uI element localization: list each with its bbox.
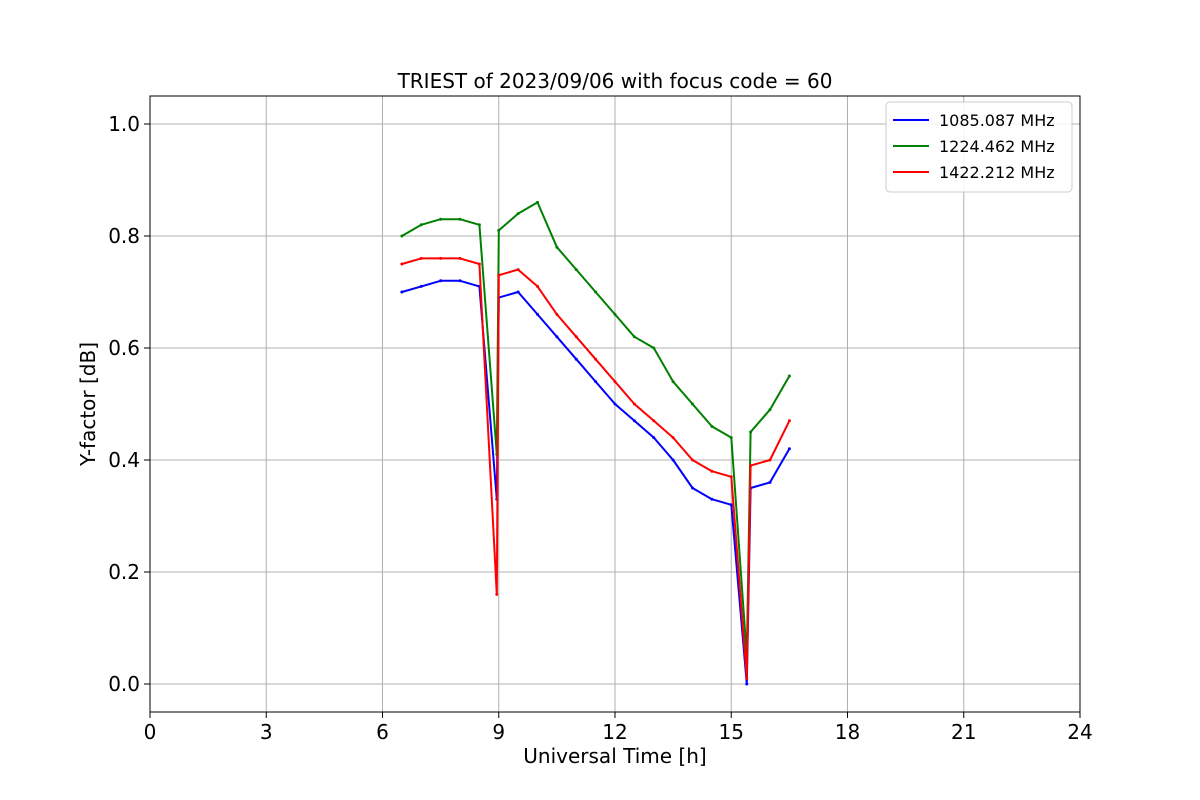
series-layer — [400, 200, 791, 686]
data-point — [691, 458, 694, 462]
data-point — [671, 436, 675, 440]
data-point — [613, 380, 617, 384]
data-point — [787, 447, 791, 451]
data-point — [458, 217, 462, 221]
data-point — [652, 346, 656, 350]
legend-label: 1085.087 MHz — [939, 111, 1055, 130]
data-point — [574, 335, 578, 339]
data-point — [768, 480, 772, 484]
x-tick-label: 18 — [835, 720, 860, 744]
data-point — [710, 497, 714, 501]
data-point — [574, 268, 578, 272]
data-point — [745, 676, 749, 680]
data-point — [516, 212, 520, 216]
data-point — [419, 284, 423, 288]
data-point — [729, 436, 733, 440]
data-point — [749, 430, 753, 434]
data-point — [555, 335, 559, 339]
x-tick-label: 12 — [602, 720, 627, 744]
data-point — [458, 256, 462, 260]
x-tick-label: 24 — [1067, 720, 1092, 744]
x-tick-label: 3 — [260, 720, 273, 744]
data-point — [516, 268, 520, 272]
data-point — [787, 419, 791, 423]
data-point — [749, 464, 753, 468]
y-axis-label: Y-factor [dB] — [76, 342, 100, 467]
data-point — [594, 357, 598, 361]
data-point — [710, 469, 714, 473]
data-point — [768, 408, 772, 412]
data-point — [632, 419, 636, 423]
data-point — [536, 284, 539, 288]
y-tick-label: 0.0 — [108, 672, 140, 696]
data-point — [594, 380, 598, 384]
x-tick-label: 0 — [144, 720, 157, 744]
data-point — [613, 402, 617, 406]
x-axis-label: Universal Time [h] — [523, 744, 706, 768]
data-point — [419, 256, 423, 260]
data-point — [768, 458, 772, 462]
data-point — [652, 436, 656, 440]
data-point — [691, 402, 694, 406]
data-point — [613, 312, 617, 316]
data-point — [400, 290, 404, 294]
data-point — [400, 234, 404, 238]
data-point — [536, 200, 539, 204]
y-tick-label: 0.8 — [108, 224, 140, 248]
data-point — [787, 374, 791, 378]
data-point — [497, 273, 501, 277]
x-tick-label: 21 — [951, 720, 976, 744]
data-point — [710, 424, 714, 428]
data-point — [671, 458, 675, 462]
data-point — [632, 335, 636, 339]
data-point — [729, 475, 733, 479]
data-point — [400, 262, 404, 266]
data-point — [439, 256, 443, 260]
y-tick-label: 1.0 — [108, 112, 140, 136]
data-point — [555, 245, 559, 249]
data-point — [477, 262, 481, 266]
data-point — [497, 228, 501, 232]
y-tick-label: 0.4 — [108, 448, 140, 472]
x-tick-label: 6 — [376, 720, 389, 744]
x-tick-label: 9 — [492, 720, 505, 744]
data-point — [745, 682, 749, 686]
x-tick-label: 15 — [719, 720, 744, 744]
chart-title: TRIEST of 2023/09/06 with focus code = 6… — [397, 69, 833, 93]
data-point — [671, 380, 675, 384]
data-point — [536, 312, 539, 316]
data-point — [652, 419, 656, 423]
data-point — [477, 223, 481, 227]
data-point — [458, 279, 462, 283]
data-point — [555, 312, 559, 316]
y-tick-label: 0.6 — [108, 336, 140, 360]
data-point — [495, 592, 499, 596]
legend-label: 1224.462 MHz — [939, 137, 1055, 156]
legend: 1085.087 MHz 1224.462 MHz 1422.212 MHz — [885, 101, 1073, 193]
y-tick-label: 0.2 — [108, 560, 140, 584]
ticks: 0 3 6 9 12 15 18 21 24 0.0 0.2 0.4 0.6 0.8 1.0 — [108, 112, 1093, 744]
data-point — [594, 290, 598, 294]
data-point — [729, 503, 733, 507]
data-point — [691, 486, 694, 490]
data-point — [439, 279, 443, 283]
legend-label: 1422.212 MHz — [939, 163, 1055, 182]
data-point — [419, 223, 423, 227]
data-point — [632, 402, 636, 406]
legend-box — [885, 101, 1073, 193]
data-point — [439, 217, 443, 221]
data-point — [516, 290, 520, 294]
data-point — [574, 357, 578, 361]
